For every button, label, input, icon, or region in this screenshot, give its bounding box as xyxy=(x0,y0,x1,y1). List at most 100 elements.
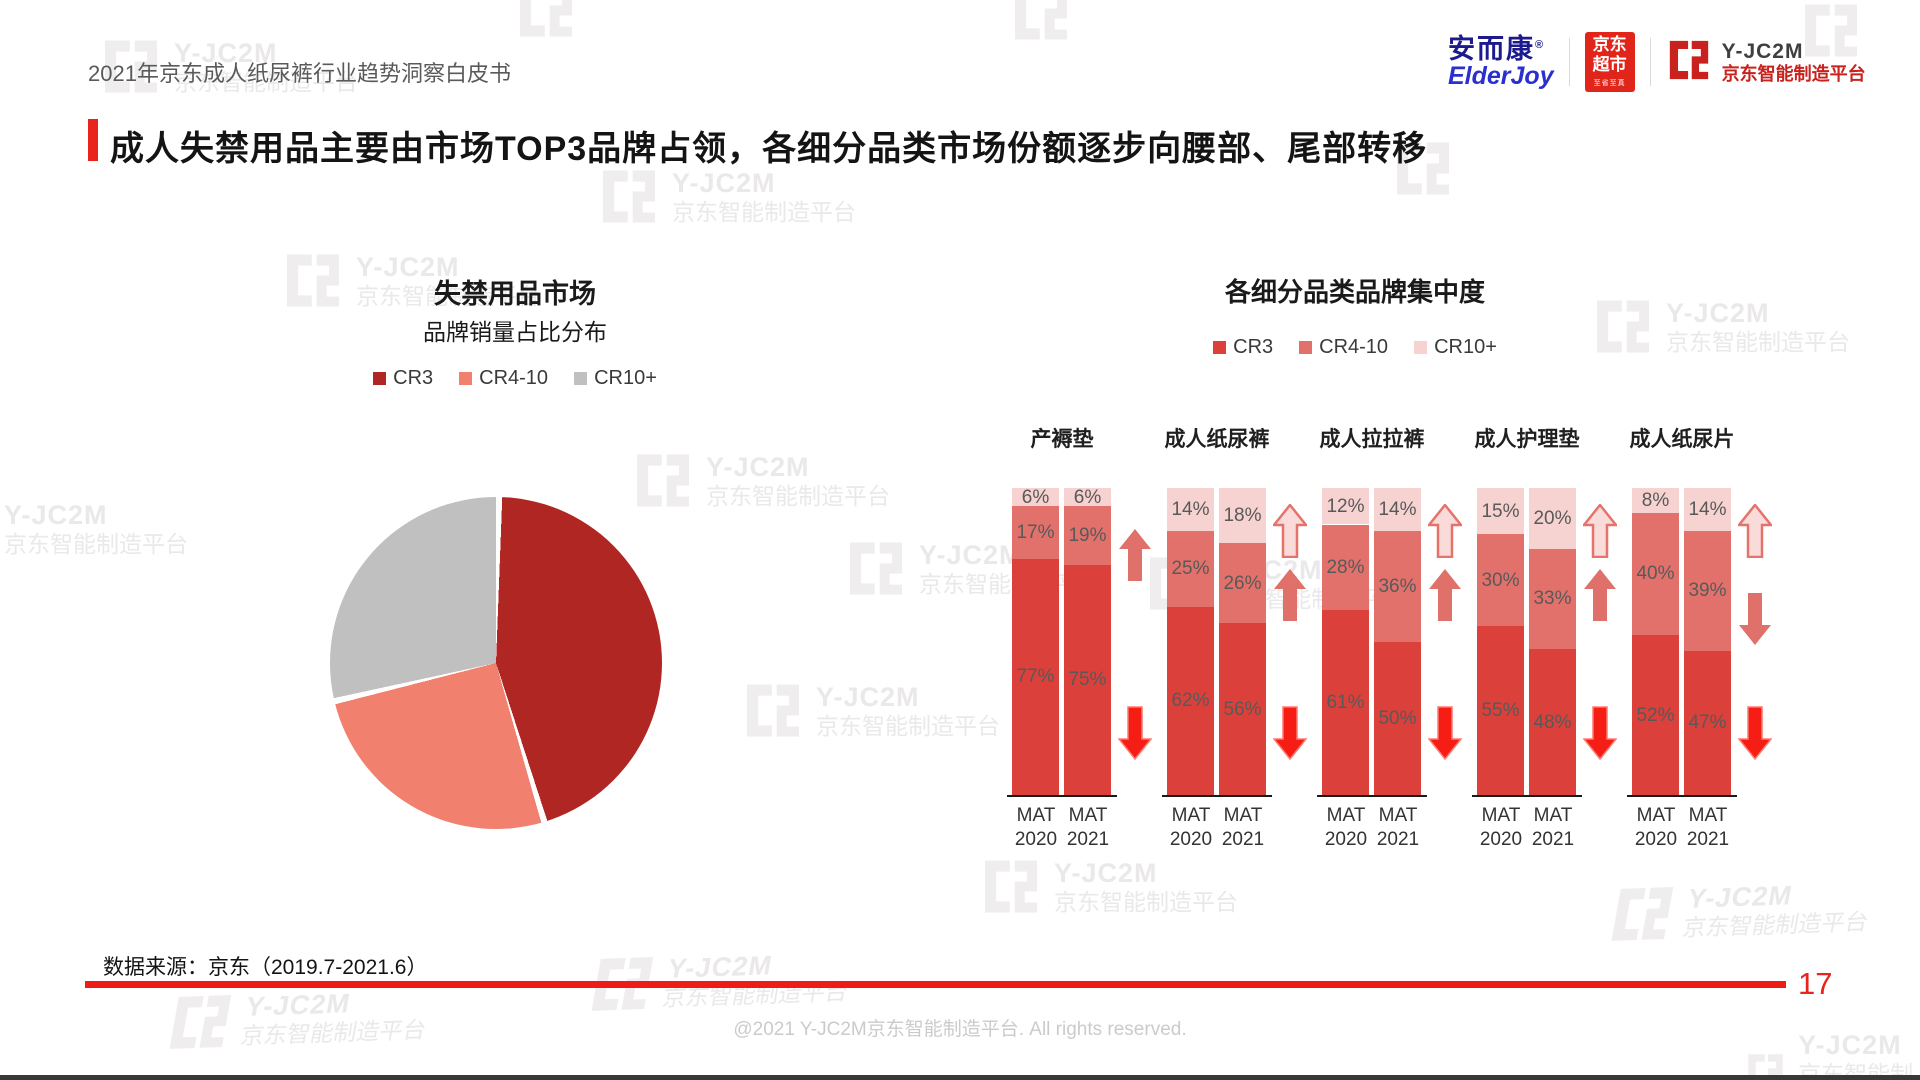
segment-value-label: 62% xyxy=(1171,690,1210,712)
segment-value-label: 14% xyxy=(1688,499,1727,520)
segment-value-label: 61% xyxy=(1326,691,1365,713)
watermark xyxy=(515,0,577,39)
segment-CR10+: 14% xyxy=(1684,488,1731,531)
segment-CR10+: 18% xyxy=(1219,488,1266,544)
segment-CR3: 47% xyxy=(1684,650,1731,795)
segment-CR3: 55% xyxy=(1477,626,1524,795)
segment-CR10+: 14% xyxy=(1167,488,1214,531)
segment-CR3: 50% xyxy=(1374,641,1421,795)
yjc2m-glyph xyxy=(1014,0,1068,40)
group-baseline xyxy=(1007,795,1117,797)
segment-CR10+: 15% xyxy=(1477,488,1524,535)
category-label: 产褥垫 xyxy=(1030,428,1094,451)
axis-label-line: MAT xyxy=(1533,805,1573,826)
arrow-glyph xyxy=(1581,502,1619,559)
logo-row: 安而康® ElderJoy 京东 超市 至省至真 Y-JC2M 京东智能制造平台 xyxy=(1448,32,1866,92)
stacked-bar-MAT-2020: 52% 40% 8% xyxy=(1632,488,1679,795)
jd-market-line1: 京东 xyxy=(1592,35,1627,55)
legend-label: CR4-10 xyxy=(479,367,549,389)
arrow-glyph xyxy=(1119,529,1151,581)
axis-label-line: 2020 xyxy=(1014,828,1058,850)
stacked-bar-MAT-2021: 48% 33% 20% xyxy=(1529,488,1576,795)
stacked-bar-MAT-2020: 77% 17% 6% xyxy=(1012,488,1059,795)
yjc2m-glyph xyxy=(519,0,573,37)
arrow-glyph xyxy=(1117,706,1153,761)
bar-group-成人纸尿裤: 成人纸尿裤 62% 25% 14% MAT 2020 56% 26% 18% MAT 2021 xyxy=(1162,428,1317,868)
axis-label-line: MAT xyxy=(1636,805,1676,826)
arrow-glyph xyxy=(1736,502,1774,559)
arrow-glyph xyxy=(1739,593,1771,645)
legend-item-CR4-10: CR4-10 xyxy=(459,367,548,390)
axis-label-line: 2021 xyxy=(1531,828,1575,850)
logo-divider xyxy=(1568,38,1570,86)
stacked-bar-MAT-2021: 75% 19% 6% xyxy=(1064,488,1111,795)
segment-value-label: 20% xyxy=(1533,507,1572,529)
stacked-bar-MAT-2021: 56% 26% 18% xyxy=(1219,488,1266,795)
segment-CR10+: 14% xyxy=(1374,488,1421,531)
yjc2m-glyph xyxy=(1669,40,1708,79)
legend-item-CR3: CR3 xyxy=(373,367,433,390)
segment-value-label: 12% xyxy=(1326,495,1365,517)
watermark: Y-JC2M 京东智能制造平台 xyxy=(598,168,856,225)
segment-CR10+: 6% xyxy=(1012,488,1059,507)
trend-arrow-CR4-10-up xyxy=(1273,568,1307,627)
watermark-line2: 京东智能制造平台 xyxy=(1054,889,1238,916)
platform-subtitle: 京东智能制造平台 xyxy=(1721,63,1866,84)
watermark: Y-JC2M 京东智能制造平台 xyxy=(0,500,188,557)
watermark-text: Y-JC2M 京东智能制造平台 xyxy=(672,168,856,225)
watermark-line1: Y-JC2M xyxy=(665,950,775,984)
category-label: 成人拉拉裤 xyxy=(1319,428,1425,451)
watermark-line2: 京东智能制造平台 xyxy=(672,199,856,226)
legend-swatch xyxy=(1414,341,1428,354)
registered-mark: ® xyxy=(1535,38,1546,51)
segment-value-label: 8% xyxy=(1641,489,1670,511)
bar-group-成人护理垫: 成人护理垫 55% 30% 15% MAT 2020 48% 33% 20% MAT 2021 xyxy=(1472,428,1627,868)
segment-CR3: 56% xyxy=(1219,623,1266,795)
pie-chart xyxy=(330,497,662,829)
axis-label: MAT 2020 xyxy=(1626,804,1686,852)
axis-label-line: MAT xyxy=(1688,805,1728,826)
axis-label-line: MAT xyxy=(1068,805,1108,826)
bar-legend: CR3 CR4-10 CR10+ xyxy=(1010,336,1700,359)
axis-label-line: 2021 xyxy=(1686,828,1730,850)
legend-item-CR3: CR3 xyxy=(1213,336,1273,359)
trend-arrow-CR3-down xyxy=(1272,706,1308,765)
segment-CR4-10: 26% xyxy=(1219,543,1266,624)
segment-CR4-10: 33% xyxy=(1529,548,1576,650)
watermark-text: Y-JC2M 京东智能制造平台 xyxy=(661,948,856,1012)
yjc2m-glyph xyxy=(636,454,690,507)
elderjoy-logo: 安而康® ElderJoy xyxy=(1448,35,1554,90)
watermark-text: Y-JC2M 京东智能制造平台 xyxy=(816,682,1000,739)
elderjoy-en-text: ElderJoy xyxy=(1448,62,1554,91)
segment-value-label: 18% xyxy=(1223,505,1262,527)
segment-CR3: 62% xyxy=(1167,606,1214,795)
watermark-line2: 京东智能制造平台 xyxy=(816,713,1000,740)
segment-CR4-10: 17% xyxy=(1012,506,1059,559)
trend-arrow-CR4-10-up xyxy=(1583,568,1617,627)
segment-value-label: 39% xyxy=(1688,580,1727,602)
jd-market-slogan: 至省至真 xyxy=(1593,79,1626,87)
bar-chart: 产褥垫 77% 17% 6% MAT 2020 75% 19% 6% MAT 2021 成人纸尿裤 6… xyxy=(1007,428,1802,888)
watermark-line1: Y-JC2M xyxy=(4,500,108,530)
trend-arrow-CR3-down xyxy=(1117,706,1153,765)
stacked-bar-MAT-2021: 47% 39% 14% xyxy=(1684,488,1731,795)
yjc2m-glyph xyxy=(1611,887,1674,942)
legend-label: CR4-10 xyxy=(1319,336,1389,358)
axis-label-line: 2021 xyxy=(1221,828,1265,850)
deck-title: 2021年京东成人纸尿裤行业趋势洞察白皮书 xyxy=(88,61,511,86)
axis-label: MAT 2021 xyxy=(1523,804,1583,852)
yjc2m-glyph xyxy=(602,170,656,223)
elderjoy-cn: 安而康 xyxy=(1448,33,1535,64)
segment-value-label: 48% xyxy=(1533,711,1572,733)
segment-CR3: 75% xyxy=(1064,564,1111,795)
segment-value-label: 26% xyxy=(1223,572,1262,594)
axis-label: MAT 2021 xyxy=(1678,804,1738,852)
data-source-note: 数据来源：京东（2019.7-2021.6） xyxy=(103,956,428,979)
arrow-glyph xyxy=(1426,502,1464,559)
watermark: Y-JC2M 京东智能制造平台 xyxy=(742,682,1000,739)
title-accent-bar xyxy=(88,119,98,161)
pie-legend: CR3 CR4-10 CR10+ xyxy=(260,367,770,390)
group-baseline xyxy=(1162,795,1272,797)
segment-CR4-10: 25% xyxy=(1167,530,1214,607)
